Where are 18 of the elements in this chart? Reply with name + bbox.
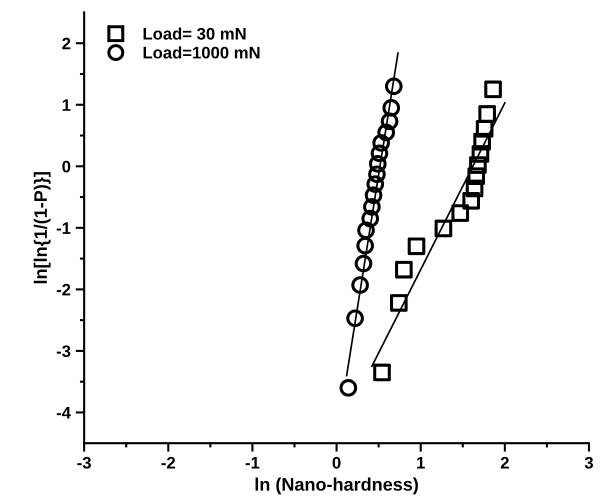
x-tick-label: -3 [77, 456, 91, 469]
y-axis-title: ln[ln{1/(1-P)}] [34, 172, 51, 284]
x-axis-title: ln (Nano-hardness) [256, 478, 418, 494]
y-tick-label: -2 [56, 284, 70, 296]
y-tick-label: 1 [62, 99, 70, 111]
x-tick-label: 2 [500, 456, 509, 468]
y-tick-label: 2 [62, 38, 70, 50]
legend-label: Load=1000 mN [144, 46, 260, 59]
x-tick-label: -2 [162, 456, 176, 468]
y-tick-label: 0 [62, 160, 70, 172]
x-tick-label: 0 [332, 456, 341, 469]
y-tick-label: -1 [56, 222, 70, 234]
legend-label: Load= 30 mN [144, 27, 246, 40]
x-tick-label: 1 [417, 457, 425, 468]
x-tick-label: 3 [584, 456, 594, 469]
y-tick-label: -4 [56, 407, 71, 418]
y-tick-label: -3 [56, 345, 70, 358]
x-tick-label: -1 [246, 457, 260, 468]
